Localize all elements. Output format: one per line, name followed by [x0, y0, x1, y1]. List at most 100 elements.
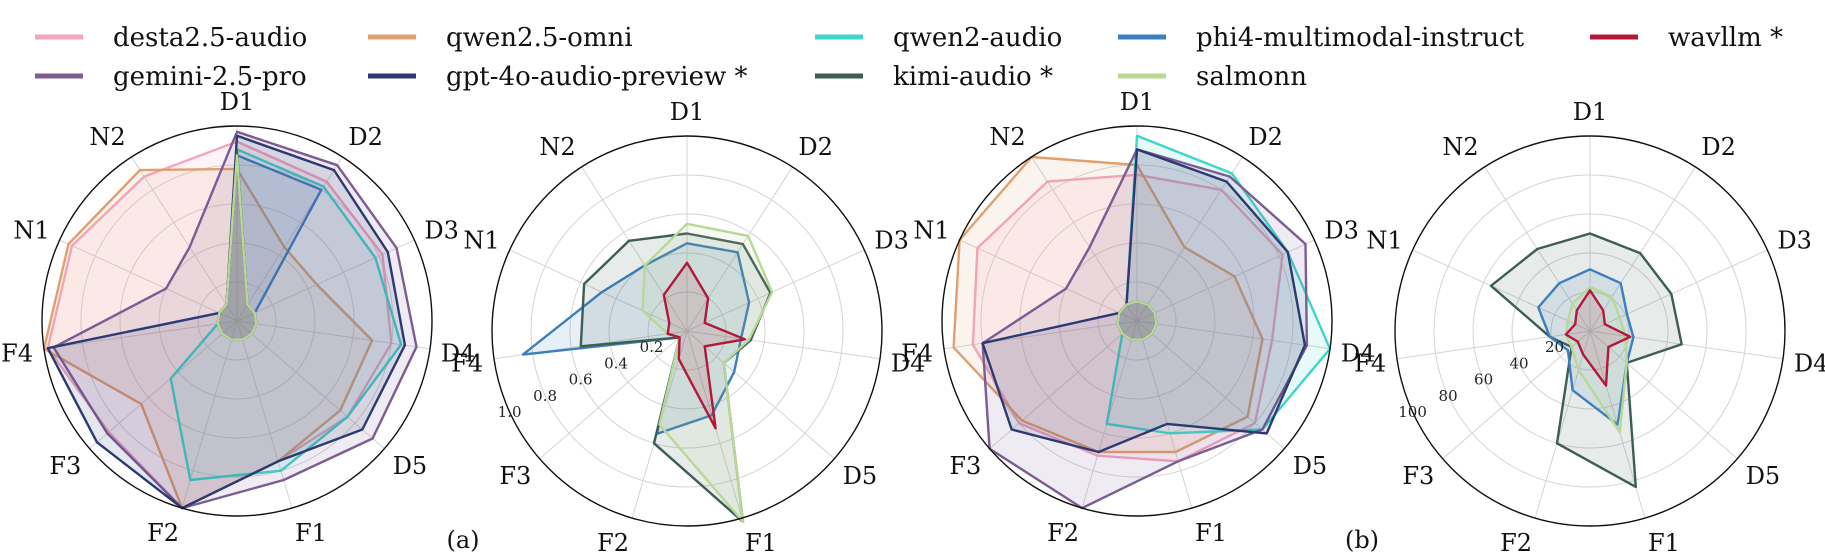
grid-spoke: [236, 156, 343, 322]
legend-item-gpt-4o-audio-preview: gpt-4o-audio-preview *: [368, 62, 748, 92]
axis-label-f3: F3: [949, 452, 981, 480]
grid-spoke: [581, 166, 688, 332]
axis-label-d4: D4: [1341, 339, 1376, 367]
axis-label-d3: D3: [424, 217, 459, 245]
grid-spoke: [1136, 156, 1243, 322]
axis-label-f2: F2: [1047, 519, 1079, 547]
series-phi4-multimodal-instruct: [1537, 268, 1635, 426]
grid-spoke: [539, 330, 688, 460]
axis-label-f3: F3: [49, 452, 81, 480]
axis-label-n2: N2: [1442, 133, 1478, 161]
legend-label: qwen2.5-omni: [446, 23, 633, 53]
grid-spoke: [1589, 330, 1784, 360]
axis-label-f3: F3: [499, 462, 531, 490]
grid-spoke: [236, 320, 293, 509]
grid-spoke: [1136, 320, 1193, 509]
legend-label: kimi-audio *: [893, 62, 1053, 92]
axis-label-f1: F1: [1648, 529, 1680, 554]
outer-ring: [1394, 135, 1786, 527]
series-salmonn: [216, 154, 258, 341]
panel-label-b: (b): [1345, 526, 1379, 554]
series-desta2-5-audio: [971, 173, 1284, 463]
axis-label-f1: F1: [1195, 519, 1227, 547]
grid-spoke: [1031, 156, 1138, 322]
tick-label: 0.8: [533, 387, 557, 405]
grid-spoke: [236, 239, 415, 322]
legend-label: gpt-4o-audio-preview *: [446, 62, 748, 92]
grid-spoke: [686, 330, 881, 360]
tick-label: 0.4: [604, 354, 628, 372]
axis-label-d2: D2: [798, 133, 833, 161]
axis-label-d1: D1: [1573, 98, 1608, 126]
axis-label-f4: F4: [1, 339, 33, 367]
grid-spoke: [1136, 320, 1331, 350]
axis-label-d3: D3: [874, 227, 909, 255]
grid-spoke: [1589, 166, 1696, 332]
axis-label-n2: N2: [539, 133, 575, 161]
axis-label-f4: F4: [451, 349, 483, 377]
panel-label-a: (a): [446, 526, 479, 554]
grid-spoke: [686, 166, 793, 332]
tick-label: 0.2: [640, 338, 664, 356]
axis-label-n2: N2: [989, 123, 1025, 151]
grid-spoke: [1442, 330, 1591, 460]
axis-label-d5: D5: [843, 462, 878, 490]
axis-label-n1: N1: [463, 227, 499, 255]
grid-spoke: [509, 249, 688, 332]
grid-spoke: [1589, 330, 1738, 460]
legend: desta2.5-audio qwen2.5-omni qwen2-audio phi…: [35, 23, 1783, 92]
tick-label: 0.6: [569, 371, 593, 389]
series-salmonn: [1116, 300, 1158, 341]
axis-label-d3: D3: [1324, 217, 1359, 245]
grid-spoke: [1412, 249, 1591, 332]
grid-spoke: [959, 239, 1138, 322]
axis-label-d1: D1: [670, 98, 705, 126]
legend-item-gemini-2-5-pro: gemini-2.5-pro: [35, 62, 307, 92]
series-wavllm: [1564, 289, 1632, 387]
axis-label-f3: F3: [1402, 462, 1434, 490]
legend-label: gemini-2.5-pro: [113, 62, 307, 92]
legend-item-wavllm: wavllm *: [1590, 23, 1783, 53]
legend-item-desta2-5-audio: desta2.5-audio: [35, 23, 307, 53]
radar-panel-3: D1 D2 D3 D4 D5 F1 F2 F3 F4 N1 N2: [901, 88, 1375, 547]
legend-label: qwen2-audio: [893, 23, 1062, 53]
tick-label: 100: [1398, 403, 1427, 421]
legend-item-phi4-multimodal-instruct: phi4-multimodal-instruct: [1118, 23, 1525, 53]
axis-label-f4: F4: [1354, 349, 1386, 377]
outer-ring: [491, 135, 883, 527]
legend-label: wavllm *: [1668, 23, 1783, 53]
series-salmonn: [1564, 285, 1629, 434]
axis-label-d1: D1: [220, 88, 255, 116]
legend-label: phi4-multimodal-instruct: [1196, 23, 1525, 53]
axis-label-d4: D4: [1794, 349, 1825, 377]
tick-label: 40: [1509, 354, 1528, 372]
axis-label-d2: D2: [1248, 123, 1283, 151]
series-gemini-2-5-pro: [981, 148, 1309, 510]
grid-spoke: [1136, 239, 1315, 322]
axis-label-f1: F1: [745, 529, 777, 554]
legend-item-salmonn: salmonn: [1118, 62, 1307, 92]
legend-label: salmonn: [1196, 62, 1307, 92]
tick-label: 60: [1474, 371, 1493, 389]
outer-ring: [941, 125, 1333, 517]
grid-spoke: [89, 320, 238, 450]
tick-label: 80: [1439, 387, 1458, 405]
legend-item-qwen2-5-omni: qwen2.5-omni: [368, 23, 633, 53]
axis-label-d3: D3: [1777, 227, 1812, 255]
axis-label-n1: N1: [13, 217, 49, 245]
axis-label-f4: F4: [901, 339, 933, 367]
tick-label: 1.0: [498, 403, 522, 421]
axis-label-n1: N1: [913, 217, 949, 245]
grid-spoke: [943, 320, 1138, 350]
axis-label-d1: D1: [1120, 88, 1155, 116]
tick-label: 20: [1545, 338, 1564, 356]
grid-spoke: [59, 239, 238, 322]
legend-item-kimi-audio: kimi-audio *: [815, 62, 1053, 92]
grid-spoke: [1396, 330, 1591, 360]
axis-label-d2: D2: [348, 123, 383, 151]
axis-label-f1: F1: [295, 519, 327, 547]
grid-spoke: [989, 320, 1138, 450]
grid-spoke: [181, 320, 238, 509]
radar-panels: D1 D2 D3 D4 D5 F1 F2 F3 F4 N1 N2 D1 D2 D3 D4 D5 F1 F2 F3 F4…: [1, 88, 1825, 554]
axis-label-d4: D4: [891, 349, 926, 377]
